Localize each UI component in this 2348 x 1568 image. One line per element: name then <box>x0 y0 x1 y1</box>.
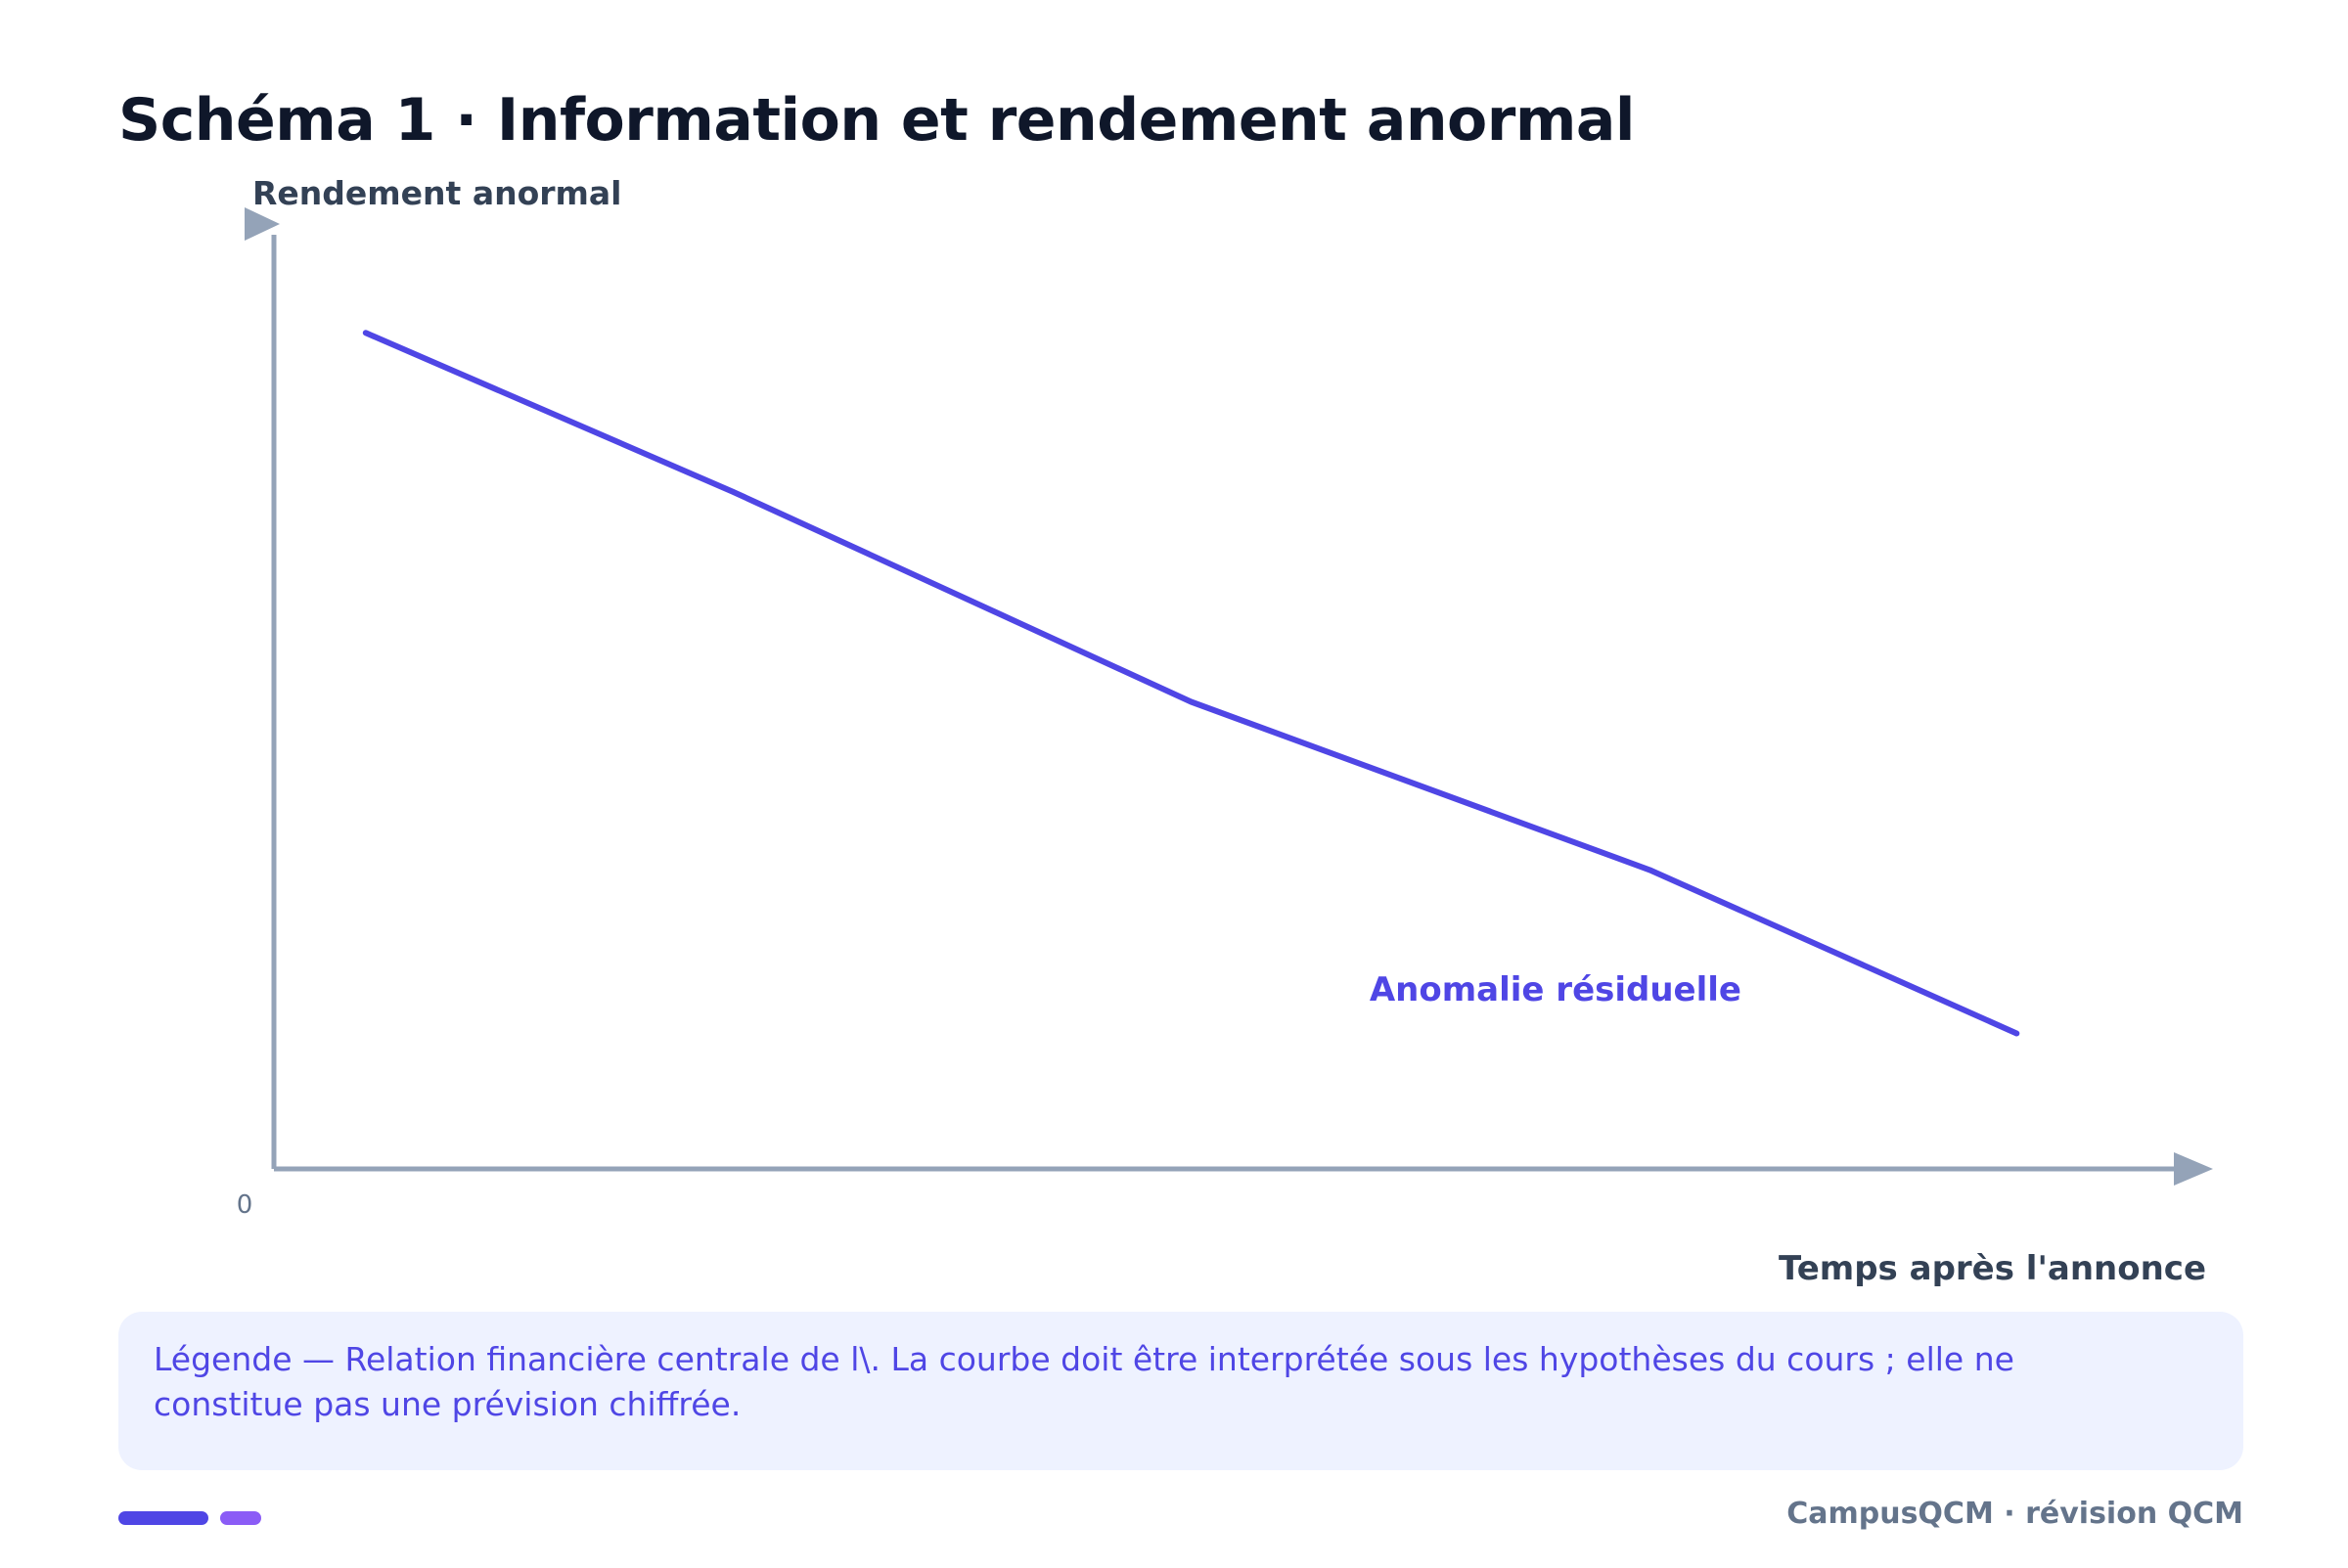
page-title: Schéma 1 · Information et rendement anor… <box>118 86 1635 155</box>
series-line-0 <box>362 330 2020 1037</box>
chart: Rendement anormal Temps après l'annonce … <box>237 174 2213 1288</box>
footer-brand: CampusQCM · révision QCM <box>1786 1497 2243 1531</box>
annotation-group: Anomalie résiduelle <box>1365 965 1746 1014</box>
x-axis-arrow <box>2174 1152 2213 1186</box>
footer-bar-primary <box>118 1511 208 1525</box>
footer-bar-secondary <box>220 1511 261 1525</box>
series-group <box>362 330 2020 1037</box>
y-axis-arrow <box>245 207 280 241</box>
y-tick-label-0: 0 <box>237 1190 253 1220</box>
y-axis-label: Rendement anormal <box>252 174 622 212</box>
legend-box: Légende — Relation financière centrale d… <box>118 1312 2243 1470</box>
legend-text: Légende — Relation financière centrale d… <box>154 1340 2014 1423</box>
annotation-label-0: Anomalie résiduelle <box>1370 970 1741 1009</box>
x-axis-label: Temps après l'annonce <box>1779 1249 2206 1288</box>
